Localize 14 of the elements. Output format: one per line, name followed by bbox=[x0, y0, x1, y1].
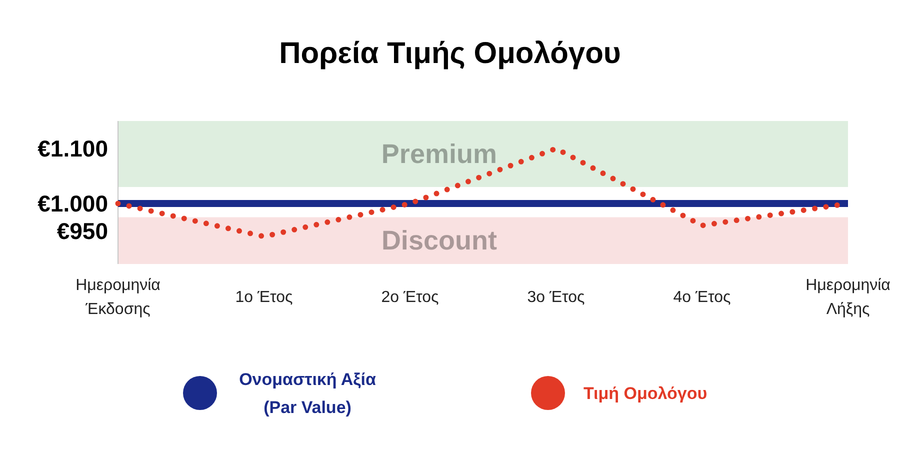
x-tick-label: 2ο Έτος bbox=[381, 288, 440, 306]
y-tick-label: €950 bbox=[56, 218, 108, 244]
legend-label: Ονομαστική Αξία (Par Value) bbox=[239, 370, 376, 416]
x-tick-label: Ημερομηνία Λήξης bbox=[806, 276, 890, 318]
legend-label: Τιμή Ομολόγου bbox=[583, 384, 708, 402]
y-tick-label: €1.000 bbox=[38, 190, 108, 216]
x-tick-label: 3ο Έτος bbox=[527, 288, 586, 306]
y-tick-label: €1.100 bbox=[38, 136, 108, 162]
x-tick-label: 1ο Έτος bbox=[235, 288, 294, 306]
x-tick-label: Ημερομηνία Έκδοσης bbox=[76, 276, 160, 318]
x-tick-label: 4ο Έτος bbox=[673, 288, 732, 306]
band-label: Premium bbox=[381, 139, 497, 169]
band-label: Discount bbox=[381, 226, 497, 256]
chart-title: Πορεία Τιμής Ομολόγου bbox=[279, 37, 621, 70]
